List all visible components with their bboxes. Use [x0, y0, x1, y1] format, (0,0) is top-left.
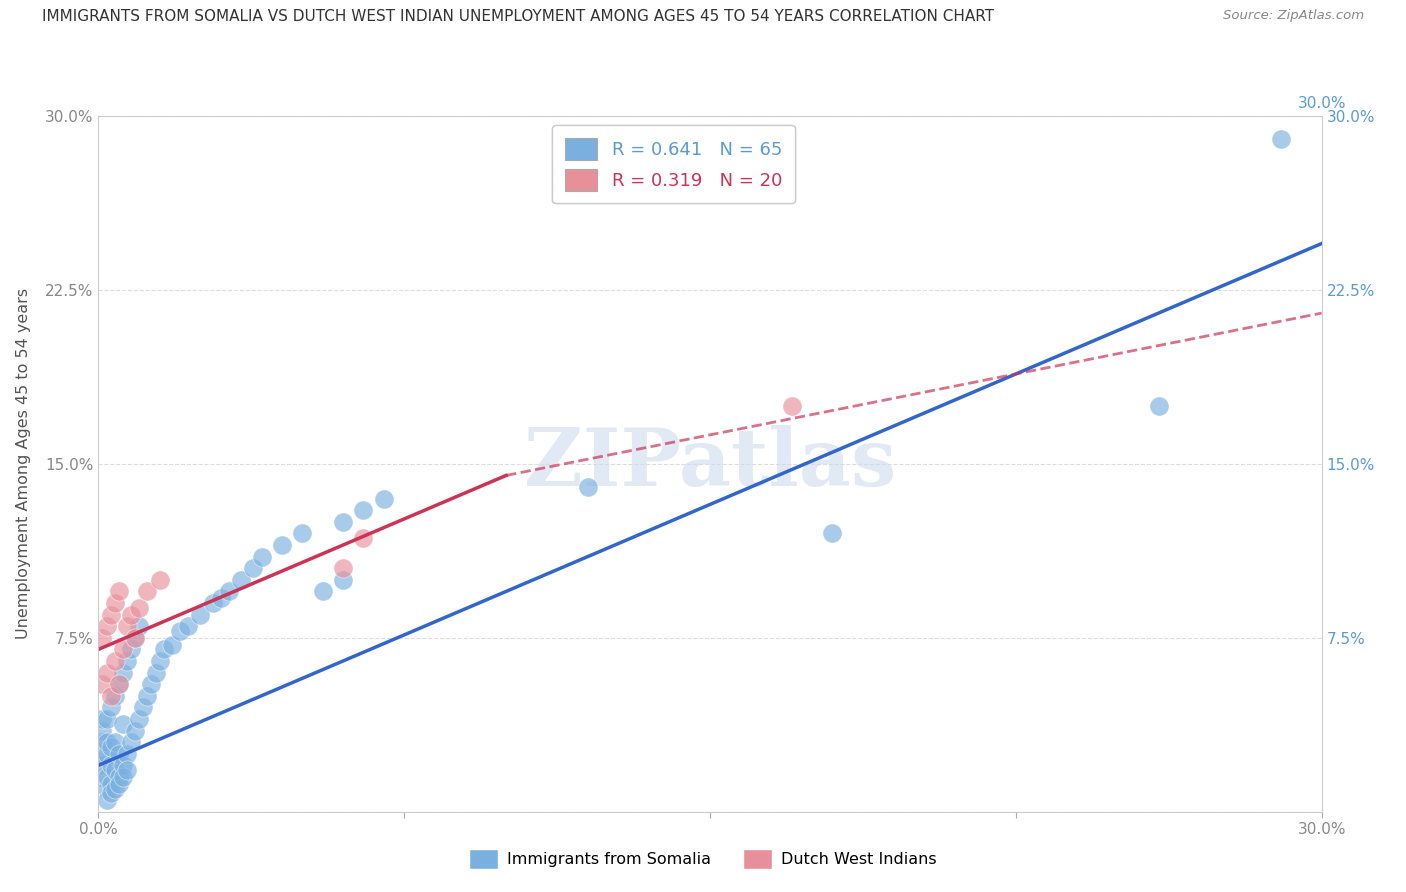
Point: [218, 584, 240, 599]
Point: [104, 763, 127, 777]
Point: [149, 573, 172, 587]
Point: [104, 654, 127, 668]
Point: [108, 677, 131, 691]
Point: [250, 549, 273, 564]
Point: [149, 654, 172, 668]
Point: [96, 793, 118, 807]
Point: [1270, 132, 1292, 146]
Point: [120, 642, 142, 657]
Point: [111, 642, 134, 657]
Point: [96, 781, 118, 796]
Point: [115, 654, 138, 668]
Point: [115, 619, 138, 633]
Point: [1147, 399, 1170, 413]
Point: [104, 781, 127, 796]
Point: [124, 631, 146, 645]
Point: [136, 689, 159, 703]
Point: [115, 747, 138, 761]
Point: [108, 747, 131, 761]
Point: [104, 689, 127, 703]
Point: [291, 526, 314, 541]
Point: [100, 786, 122, 800]
Point: [108, 777, 131, 791]
Point: [100, 777, 122, 791]
Point: [209, 591, 232, 606]
Point: [352, 503, 374, 517]
Point: [108, 770, 131, 784]
Point: [780, 399, 803, 413]
Point: [128, 712, 150, 726]
Point: [91, 758, 114, 772]
Point: [124, 723, 146, 738]
Point: [124, 631, 146, 645]
Point: [188, 607, 212, 622]
Point: [96, 735, 118, 749]
Point: [201, 596, 224, 610]
Point: [96, 665, 118, 680]
Legend: Immigrants from Somalia, Dutch West Indians: Immigrants from Somalia, Dutch West Indi…: [463, 843, 943, 875]
Text: ZIPatlas: ZIPatlas: [524, 425, 896, 503]
Y-axis label: Unemployment Among Ages 45 to 54 years: Unemployment Among Ages 45 to 54 years: [17, 288, 31, 640]
Point: [312, 584, 335, 599]
Point: [111, 665, 134, 680]
Point: [100, 739, 122, 754]
Point: [332, 561, 354, 575]
Point: [91, 677, 114, 691]
Point: [111, 770, 134, 784]
Point: [96, 747, 118, 761]
Point: [352, 531, 374, 545]
Point: [141, 677, 163, 691]
Point: [821, 526, 844, 541]
Point: [96, 619, 118, 633]
Point: [160, 638, 183, 652]
Point: [96, 712, 118, 726]
Point: [152, 642, 174, 657]
Point: [169, 624, 191, 638]
Point: [91, 712, 114, 726]
Point: [96, 770, 118, 784]
Point: [242, 561, 264, 575]
Point: [145, 665, 167, 680]
Point: [128, 600, 150, 615]
Point: [373, 491, 395, 506]
Point: [100, 758, 122, 772]
Point: [576, 480, 599, 494]
Point: [91, 770, 114, 784]
Point: [270, 538, 294, 552]
Text: IMMIGRANTS FROM SOMALIA VS DUTCH WEST INDIAN UNEMPLOYMENT AMONG AGES 45 TO 54 YE: IMMIGRANTS FROM SOMALIA VS DUTCH WEST IN…: [42, 9, 994, 24]
Point: [177, 619, 200, 633]
Point: [128, 619, 150, 633]
Point: [108, 584, 131, 599]
Point: [91, 735, 114, 749]
Point: [111, 716, 134, 731]
Point: [332, 573, 354, 587]
Legend: R = 0.641   N = 65, R = 0.319   N = 20: R = 0.641 N = 65, R = 0.319 N = 20: [553, 125, 794, 203]
Point: [115, 763, 138, 777]
Point: [100, 607, 122, 622]
Point: [104, 735, 127, 749]
Point: [120, 735, 142, 749]
Point: [120, 607, 142, 622]
Point: [91, 747, 114, 761]
Point: [231, 573, 253, 587]
Point: [91, 631, 114, 645]
Point: [332, 515, 354, 529]
Point: [100, 689, 122, 703]
Point: [91, 723, 114, 738]
Point: [100, 700, 122, 714]
Point: [111, 758, 134, 772]
Point: [108, 677, 131, 691]
Text: Source: ZipAtlas.com: Source: ZipAtlas.com: [1223, 9, 1364, 22]
Point: [132, 700, 155, 714]
Point: [136, 584, 159, 599]
Point: [104, 596, 127, 610]
